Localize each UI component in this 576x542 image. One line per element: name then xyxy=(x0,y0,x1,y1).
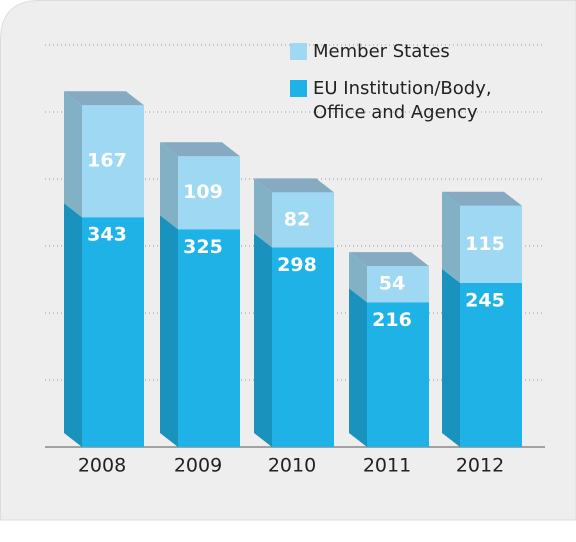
bar-side xyxy=(442,191,460,283)
bar xyxy=(460,205,522,283)
bar-top xyxy=(442,191,522,206)
bar xyxy=(272,192,334,248)
bar-side xyxy=(349,288,367,447)
legend-swatch xyxy=(290,43,307,60)
bar-side xyxy=(442,268,460,447)
bar xyxy=(272,247,334,447)
x-tick-label: 2012 xyxy=(456,455,504,477)
bar-side xyxy=(349,252,367,303)
bar xyxy=(178,156,240,230)
bar xyxy=(82,217,144,447)
data-label: 82 xyxy=(284,208,310,230)
bar-top xyxy=(160,142,240,157)
bar-top xyxy=(254,178,334,193)
x-tick-label: 2008 xyxy=(78,455,126,477)
bar-side xyxy=(160,215,178,447)
bar-side xyxy=(254,178,272,248)
bar-side xyxy=(64,203,82,447)
data-label: 298 xyxy=(277,254,317,276)
legend-label: Member States xyxy=(313,41,450,62)
legend-swatch xyxy=(290,80,307,97)
data-label: 343 xyxy=(87,224,127,246)
data-label: 245 xyxy=(465,289,505,311)
x-tick-label: 2010 xyxy=(268,455,316,477)
bar-side xyxy=(64,91,82,218)
bar xyxy=(178,229,240,447)
bar xyxy=(82,105,144,218)
bar-top xyxy=(64,91,144,106)
bar xyxy=(460,282,522,447)
data-label: 216 xyxy=(372,309,412,331)
data-label: 325 xyxy=(183,236,223,258)
bar-top xyxy=(349,252,429,267)
bar xyxy=(367,266,429,303)
data-label: 109 xyxy=(183,181,223,203)
bar xyxy=(367,302,429,447)
legend-label: EU Institution/Body, Office and Agency xyxy=(313,78,492,123)
x-tick-label: 2011 xyxy=(363,455,411,477)
x-tick-label: 2009 xyxy=(174,455,222,477)
data-label: 115 xyxy=(465,233,505,255)
bar-side xyxy=(254,233,272,447)
data-label: 54 xyxy=(379,273,405,295)
data-label: 167 xyxy=(87,150,127,172)
bar-side xyxy=(160,142,178,230)
